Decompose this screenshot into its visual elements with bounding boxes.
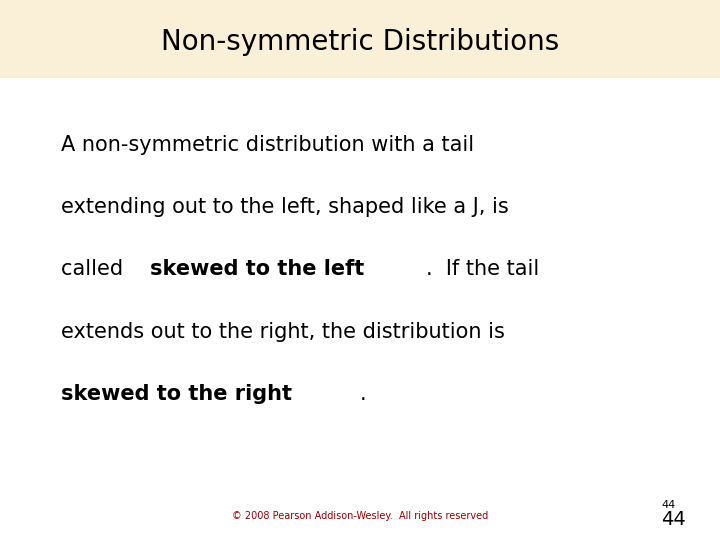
Text: called: called <box>61 259 130 279</box>
Text: skewed to the right: skewed to the right <box>61 383 292 403</box>
Text: skewed to the left: skewed to the left <box>150 259 364 279</box>
Text: 44: 44 <box>661 510 685 529</box>
Text: .: . <box>359 383 366 403</box>
Text: Non-symmetric Distributions: Non-symmetric Distributions <box>161 28 559 56</box>
Text: extending out to the left, shaped like a J, is: extending out to the left, shaped like a… <box>61 197 509 217</box>
Text: A non-symmetric distribution with a tail: A non-symmetric distribution with a tail <box>61 135 474 155</box>
Text: extends out to the right, the distribution is: extends out to the right, the distributi… <box>61 321 505 341</box>
Text: .  If the tail: . If the tail <box>426 259 539 279</box>
FancyBboxPatch shape <box>0 0 720 78</box>
Text: 44: 44 <box>662 500 676 510</box>
Text: © 2008 Pearson Addison-Wesley.  All rights reserved: © 2008 Pearson Addison-Wesley. All right… <box>232 511 488 521</box>
